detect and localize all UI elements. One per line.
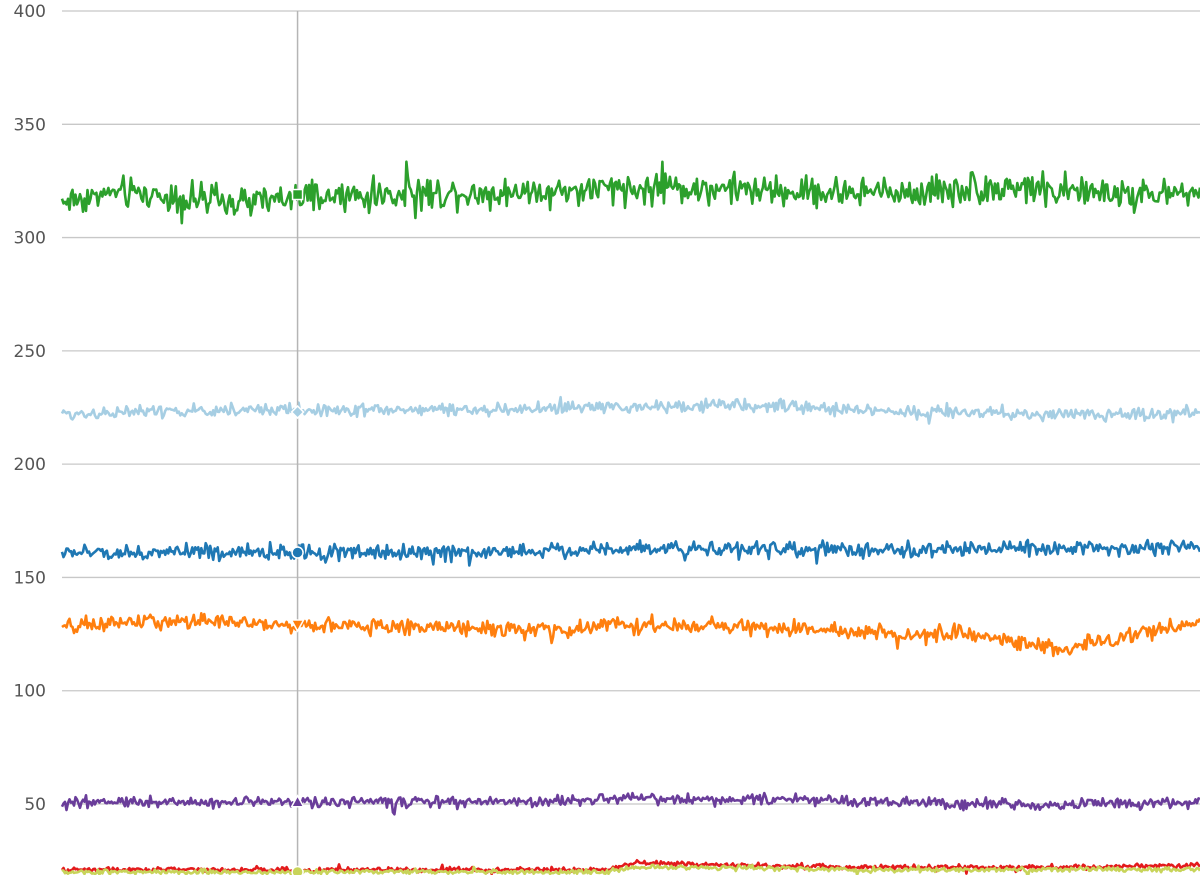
y-tick-label-200: 200 [14, 455, 46, 475]
cursor-marker-3 [291, 546, 304, 559]
y-axis-tick-labels: 50 100 150 200 250 300 350 400 [14, 2, 46, 815]
cursor-marker-7 [291, 865, 304, 875]
y-tick-label-100: 100 [14, 682, 46, 702]
gridlines [62, 10, 1200, 805]
series-line-6 [60, 858, 1200, 875]
y-tick-label-350: 350 [14, 115, 46, 135]
cursor-marker-1 [291, 188, 304, 201]
series-line-2 [60, 395, 1200, 425]
series-line-3 [60, 538, 1200, 567]
y-tick-label-250: 250 [14, 342, 46, 362]
series-line-4 [61, 611, 1200, 658]
y-tick-label-50: 50 [24, 795, 46, 815]
series-line-1 [60, 160, 1200, 225]
y-tick-label-150: 150 [14, 568, 46, 588]
series-line-5 [60, 791, 1200, 816]
cursor-marker-4 [290, 619, 305, 633]
series-line-7 [61, 863, 1200, 875]
cursor-marker-2 [290, 404, 305, 420]
cursor-markers [290, 188, 305, 875]
series-group [60, 160, 1200, 875]
y-tick-label-400: 400 [14, 2, 46, 22]
cursor-marker-5 [290, 794, 305, 808]
y-tick-label-300: 300 [14, 229, 46, 249]
